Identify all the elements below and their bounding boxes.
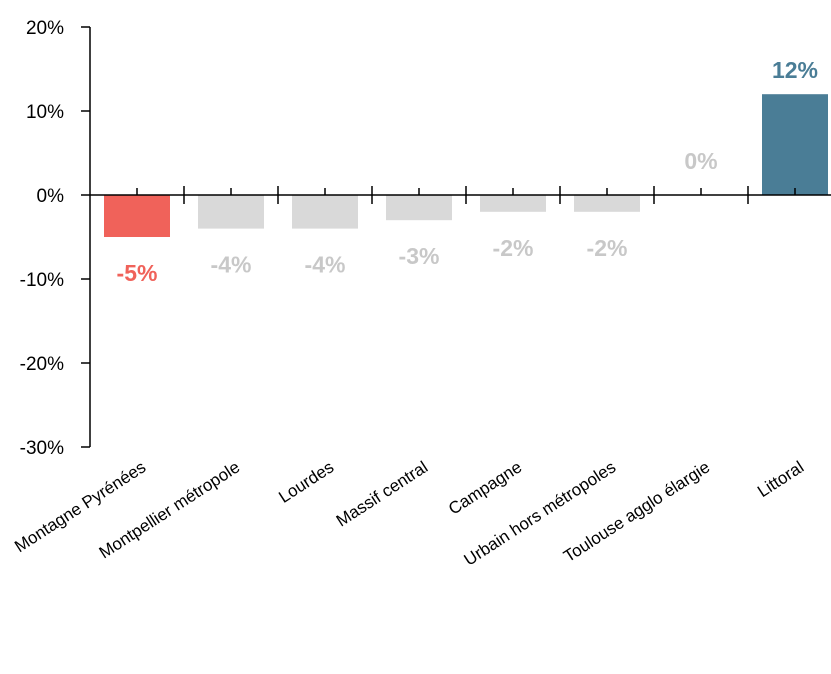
x-category-label: Massif central [333, 457, 431, 530]
bar-0 [104, 195, 170, 237]
data-label: -2% [587, 235, 628, 261]
y-tick-label: -20% [20, 354, 64, 375]
axes-layer [81, 26, 831, 448]
y-tick-label: 20% [26, 18, 64, 39]
labels-layer: 20%10%0%-10%-20%-30%Montagne PyrénéesMon… [11, 18, 818, 570]
data-label: 12% [772, 57, 818, 83]
y-tick-label: 0% [37, 186, 65, 207]
data-label: 0% [684, 148, 717, 174]
data-label: -4% [211, 252, 252, 278]
bar-3 [386, 195, 452, 221]
x-category-label: Urbain hors métropoles [461, 457, 620, 569]
bar-7 [762, 94, 828, 195]
bar-1 [198, 195, 264, 229]
y-tick-label: -10% [20, 270, 64, 291]
data-label: -5% [117, 260, 158, 286]
bars-layer [104, 94, 828, 237]
bar-4 [480, 195, 546, 212]
bar-2 [292, 195, 358, 229]
x-category-label: Lourdes [275, 457, 337, 506]
y-tick-label: -30% [20, 438, 64, 459]
data-label: -2% [493, 235, 534, 261]
data-label: -3% [399, 243, 440, 269]
bar-5 [574, 195, 640, 212]
x-category-label: Campagne [445, 457, 525, 518]
data-label: -4% [305, 252, 346, 278]
y-tick-label: 10% [26, 102, 64, 123]
x-category-label: Littoral [754, 457, 807, 501]
